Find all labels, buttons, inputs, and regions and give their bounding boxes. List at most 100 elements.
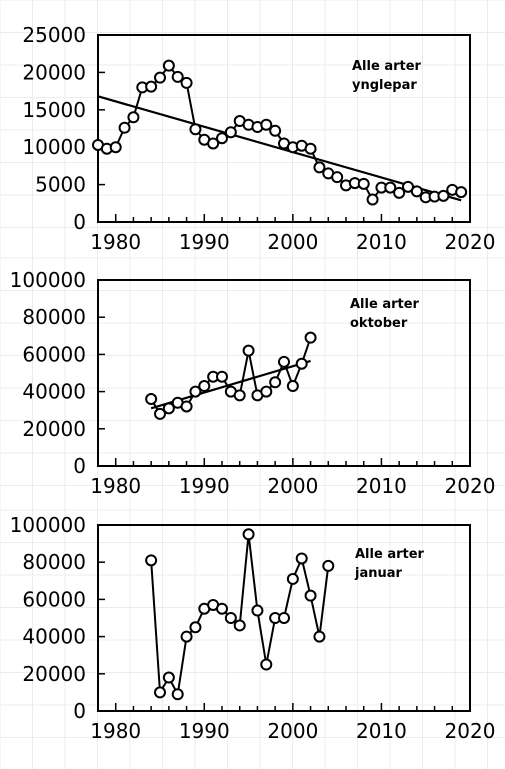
data-point (198, 380, 211, 393)
y-tick-label: 20000 (22, 60, 86, 84)
data-point (313, 630, 326, 643)
x-tick-label: 2010 (356, 719, 407, 743)
x-tick-label: 2000 (267, 230, 318, 254)
y-tick-label: 100000 (10, 513, 86, 537)
data-point (304, 331, 317, 344)
data-point (145, 393, 158, 406)
data-point (145, 554, 158, 567)
plot-frame (97, 279, 471, 467)
data-point (189, 385, 202, 398)
chart-annotation: ynglepar (352, 78, 417, 93)
data-point (171, 70, 184, 83)
x-tick-label: 2010 (356, 474, 407, 498)
data-point (304, 589, 317, 602)
data-point (251, 604, 264, 617)
plot-frame (97, 34, 471, 223)
data-point (269, 124, 282, 137)
data-point (154, 71, 166, 84)
data-point (366, 193, 379, 206)
y-tick-label: 15000 (22, 98, 86, 122)
data-point (455, 186, 468, 199)
data-point (180, 76, 193, 89)
x-tick-label: 1980 (90, 230, 141, 254)
data-point (162, 59, 175, 72)
data-point (260, 385, 273, 398)
y-tick-label: 20000 (22, 662, 86, 686)
y-tick-label: 40000 (22, 380, 86, 404)
y-tick-label: 0 (73, 454, 86, 478)
data-point (180, 630, 193, 643)
data-point (286, 572, 299, 585)
data-point (207, 137, 220, 150)
data-point (322, 559, 335, 572)
data-point (278, 355, 290, 368)
data-point (162, 671, 175, 684)
x-tick-label: 1980 (90, 719, 141, 743)
data-point (216, 370, 228, 383)
data-point (313, 161, 326, 174)
y-tick-label: 0 (73, 699, 86, 723)
data-point (118, 121, 131, 134)
y-tick-label: 80000 (22, 550, 86, 574)
data-point (216, 132, 228, 145)
data-point (189, 123, 202, 136)
y-tick-label: 5000 (35, 173, 86, 197)
x-tick-label: 2020 (445, 474, 496, 498)
data-point (162, 402, 175, 415)
x-tick-label: 2000 (267, 474, 318, 498)
chart-annotation: Alle arter (355, 547, 425, 562)
chart-annotation: Alle arter (352, 59, 422, 74)
x-tick-label: 1990 (179, 474, 230, 498)
data-point (109, 141, 122, 154)
y-tick-label: 0 (73, 210, 86, 234)
data-point (233, 389, 246, 402)
data-point (278, 612, 290, 624)
chart-annotation: Alle arter (350, 297, 420, 312)
data-point (295, 552, 308, 565)
data-point (384, 181, 397, 194)
data-point (171, 688, 184, 701)
y-tick-label: 25000 (22, 23, 86, 47)
data-point (260, 658, 273, 671)
x-tick-label: 2000 (267, 719, 318, 743)
chart-panel-3: 1980 1990 2000 2010 2020 0 20000 40000 60000 8000… (10, 513, 496, 743)
data-point (154, 407, 166, 420)
data-point (331, 171, 344, 184)
x-tick-label: 2020 (445, 230, 496, 254)
data-point (295, 357, 308, 370)
data-point (242, 344, 255, 357)
data-point (269, 376, 282, 389)
x-tick-label: 1980 (90, 474, 141, 498)
y-tick-label: 60000 (22, 587, 86, 611)
plot-frame (97, 524, 471, 712)
data-point (224, 612, 237, 624)
chart-annotation: oktober (350, 316, 408, 331)
trend-line (97, 95, 462, 202)
data-point (127, 111, 140, 124)
x-tick-label: 1990 (179, 719, 230, 743)
x-tick-label: 1990 (179, 230, 230, 254)
chart-panel-2: 1980 1990 2000 2010 2020 0 20000 40000 60000 8000… (10, 268, 496, 498)
y-tick-label: 20000 (22, 417, 86, 441)
data-point (437, 189, 450, 202)
data-point (233, 619, 246, 632)
y-tick-label: 80000 (22, 305, 86, 329)
data-point (357, 177, 370, 190)
data-point (286, 380, 299, 393)
data-point (216, 602, 228, 615)
data-point (393, 186, 406, 199)
chart-panel-1: 1980 1990 2000 2010 2020 0 5000 10000 15000 20000… (22, 23, 495, 254)
y-tick-label: 10000 (22, 135, 86, 159)
y-tick-label: 60000 (22, 342, 86, 366)
y-tick-label: 40000 (22, 625, 86, 649)
x-tick-label: 2010 (356, 230, 407, 254)
data-point (260, 118, 273, 131)
y-tick-label: 100000 (10, 268, 86, 292)
data-point (304, 142, 317, 155)
chart-annotation: januar (354, 566, 403, 581)
data-point (154, 686, 166, 699)
data-point (180, 400, 193, 413)
x-tick-label: 2020 (445, 719, 496, 743)
